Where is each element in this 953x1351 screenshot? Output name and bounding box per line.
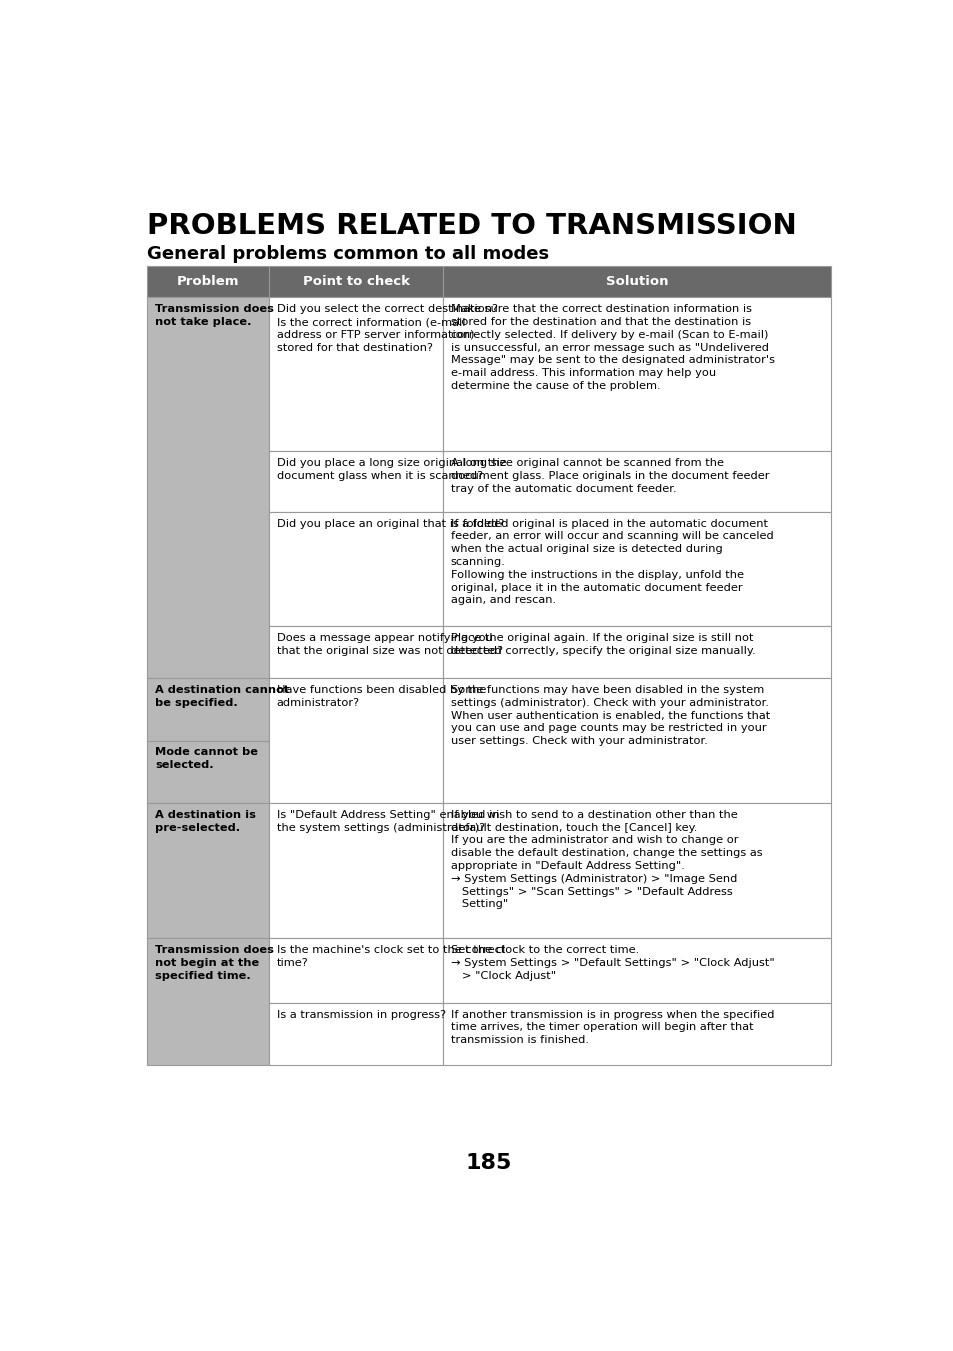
Text: Does a message appear notifying you
that the original size was not detected?: Does a message appear notifying you that… [276,634,502,655]
Bar [269,802,443,938]
Text: Is "Default Address Setting" enabled in
the system settings (administrator)?: Is "Default Address Setting" enabled in … [276,809,498,832]
Text: Transmission does
not begin at the
specified time.: Transmission does not begin at the speci… [155,946,274,981]
Bar [147,266,269,297]
Text: A destination cannot
be specified.: A destination cannot be specified. [155,685,289,708]
Text: Solution: Solution [605,276,667,288]
Text: 185: 185 [465,1154,512,1173]
Text: Make sure that the correct destination information is
stored for the destination: Make sure that the correct destination i… [451,304,774,390]
Bar [269,512,443,626]
Text: General problems common to all modes: General problems common to all modes [147,246,549,263]
Bar [443,266,830,297]
Text: PROBLEMS RELATED TO TRANSMISSION: PROBLEMS RELATED TO TRANSMISSION [147,212,797,240]
Text: Did you place an original that is folded?: Did you place an original that is folded… [276,519,503,528]
Bar [443,626,830,678]
Text: Place the original again. If the original size is still not
detected correctly, : Place the original again. If the origina… [451,634,755,655]
Bar [443,297,830,451]
Text: If a folded original is placed in the automatic document
feeder, an error will o: If a folded original is placed in the au… [451,519,773,605]
Bar [443,678,830,802]
Bar [443,938,830,1002]
Text: Mode cannot be
selected.: Mode cannot be selected. [155,747,258,770]
Text: Problem: Problem [176,276,239,288]
Bar [147,802,269,938]
Bar [443,802,830,938]
Text: Point to check: Point to check [302,276,409,288]
Bar [269,297,443,451]
Bar [269,451,443,512]
Text: Transmission does
not take place.: Transmission does not take place. [155,304,274,327]
Text: A destination is
pre-selected.: A destination is pre-selected. [155,809,255,832]
Bar [269,266,443,297]
Text: A long size original cannot be scanned from the
document glass. Place originals : A long size original cannot be scanned f… [451,458,769,494]
Text: If another transmission is in progress when the specified
time arrives, the time: If another transmission is in progress w… [451,1009,774,1046]
Bar [269,1002,443,1065]
Bar [443,451,830,512]
Text: Have functions been disabled by the
administrator?: Have functions been disabled by the admi… [276,685,486,708]
Bar [147,297,269,678]
Text: Some functions may have been disabled in the system
settings (administrator). Ch: Some functions may have been disabled in… [451,685,769,746]
Bar [443,1002,830,1065]
Text: Did you place a long size original on the
document glass when it is scanned?: Did you place a long size original on th… [276,458,506,481]
Text: Set the clock to the correct time.
→ System Settings > "Default Settings" > "Clo: Set the clock to the correct time. → Sys… [451,946,774,981]
Bar [147,740,269,802]
Text: Is a transmission in progress?: Is a transmission in progress? [276,1009,445,1020]
Bar [269,626,443,678]
Text: If you wish to send to a destination other than the
default destination, touch t: If you wish to send to a destination oth… [451,809,761,909]
Text: Did you select the correct destination?
Is the correct information (e-mail
addre: Did you select the correct destination? … [276,304,497,353]
Bar [443,512,830,626]
Bar [147,678,269,740]
Bar [269,938,443,1002]
Bar [269,678,443,802]
Bar [147,938,269,1065]
Text: Is the machine's clock set to the correct
time?: Is the machine's clock set to the correc… [276,946,504,967]
